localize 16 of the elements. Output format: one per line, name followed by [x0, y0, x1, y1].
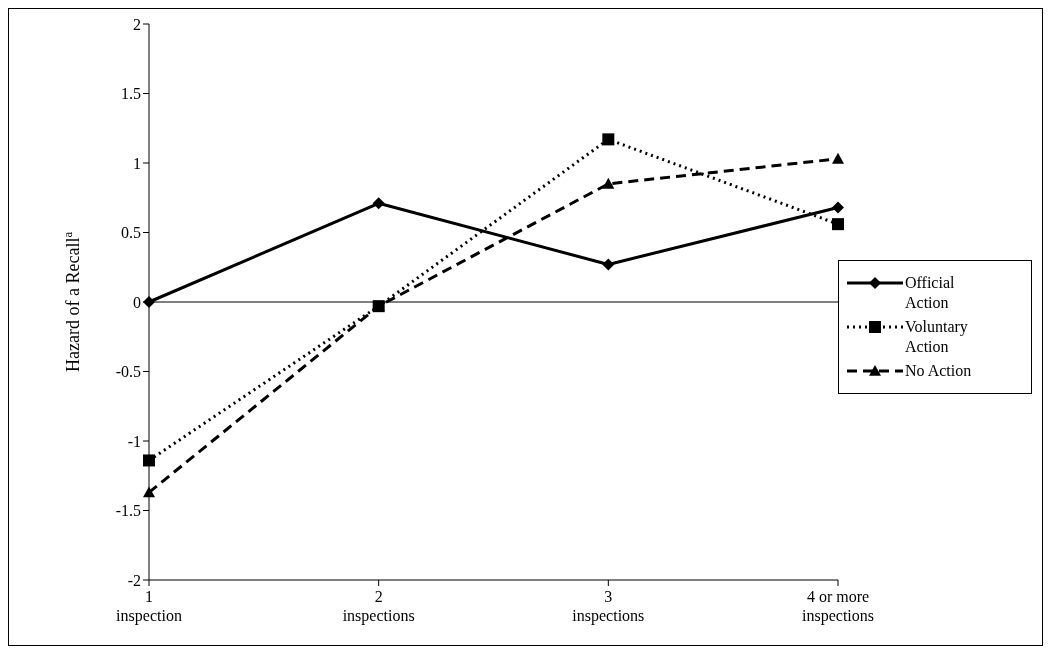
- y-tick-label: 0: [133, 293, 141, 311]
- x-tick-label: 4 or more inspections: [802, 588, 874, 625]
- y-tick-label: 2: [133, 15, 141, 33]
- y-tick-label: -2: [127, 571, 141, 589]
- y-tick-label: -0.5: [115, 363, 141, 381]
- y-tick-label: 1.5: [121, 85, 141, 103]
- y-tick-label: -1: [127, 432, 141, 450]
- x-tick-label: 3 inspections: [572, 588, 645, 625]
- x-tick-label: 1 inspection: [116, 588, 182, 625]
- y-tick-label: 1: [133, 154, 141, 172]
- legend-label: Voluntary Action: [905, 317, 969, 357]
- legend-label: No Action: [905, 361, 973, 381]
- legend-label: Official Action: [905, 273, 956, 313]
- y-tick-label: -1.5: [115, 502, 141, 520]
- x-tick-label: 2 inspections: [342, 588, 415, 625]
- y-tick-label: 0.5: [121, 224, 141, 242]
